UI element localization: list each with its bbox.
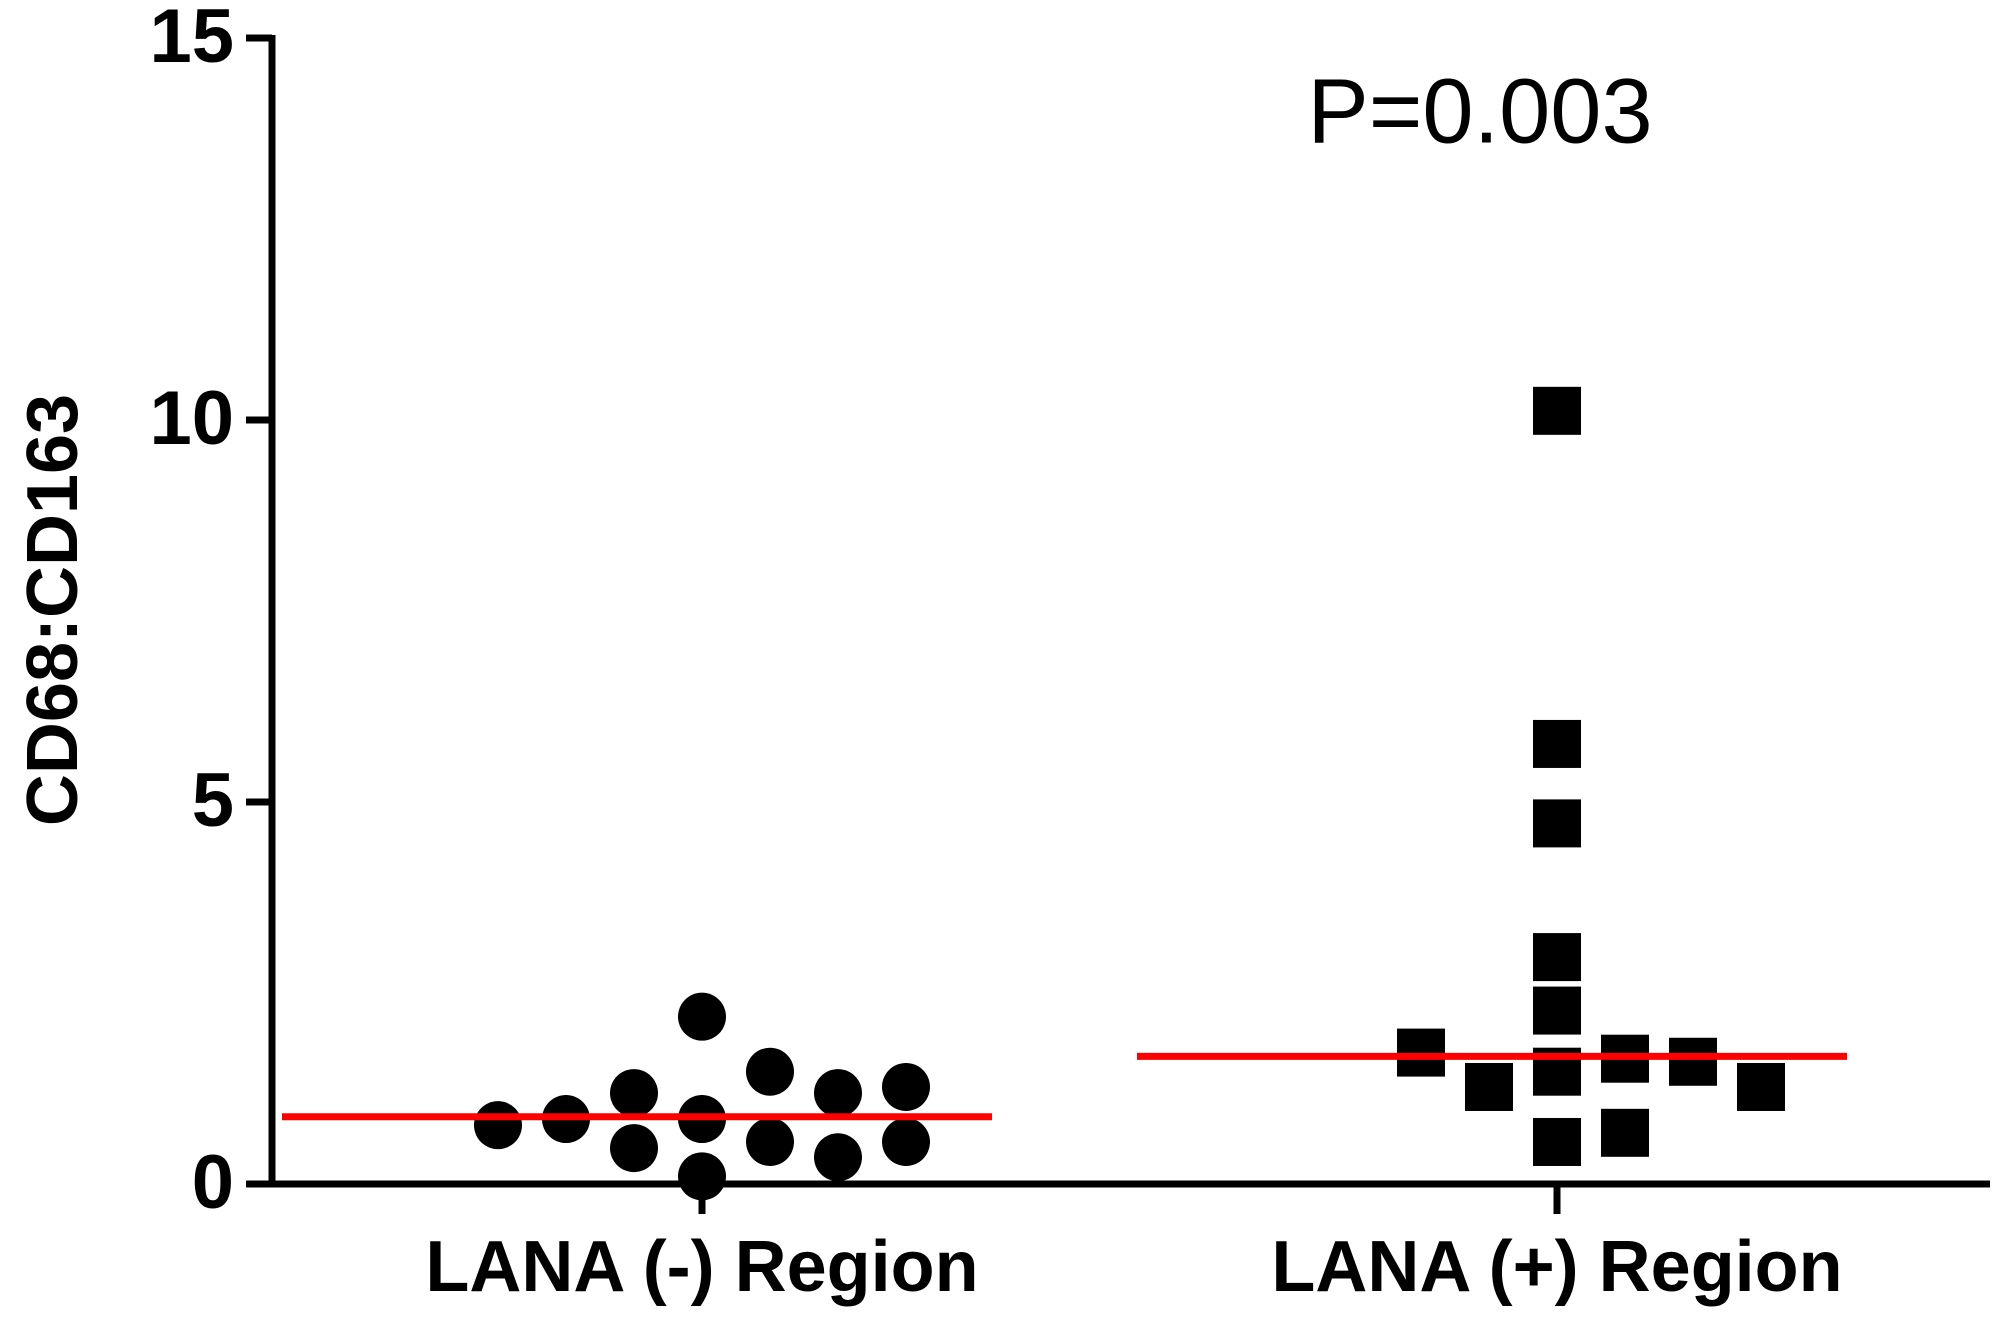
x-tick-label: LANA (+) Region [1271, 1227, 1842, 1307]
data-point [746, 1047, 794, 1096]
x-tick-label: LANA (-) Region [425, 1227, 978, 1307]
data-point [1533, 386, 1581, 435]
y-tick-label: 15 [149, 0, 234, 79]
data-point [814, 1069, 862, 1118]
data-point [678, 992, 726, 1041]
y-tick-label: 5 [192, 758, 234, 843]
data-point [1533, 986, 1581, 1035]
annotation: P=0.003 [1307, 60, 1652, 162]
data-point [610, 1069, 658, 1118]
data-point [1737, 1062, 1785, 1111]
data-point [678, 1152, 726, 1201]
y-tick-label: 0 [192, 1140, 234, 1225]
data-point [610, 1124, 658, 1173]
y-tick-label: 10 [149, 376, 234, 461]
data-point [1533, 799, 1581, 848]
data-point [1533, 1117, 1581, 1166]
data-point [814, 1133, 862, 1182]
data-point [1669, 1037, 1717, 1086]
data-point [1601, 1108, 1649, 1157]
data-point [746, 1117, 794, 1166]
data-point [882, 1117, 930, 1166]
data-point [1533, 719, 1581, 768]
data-point [474, 1101, 522, 1150]
data-point [1465, 1062, 1513, 1111]
data-point [1533, 933, 1581, 982]
y-axis-label: CD68:CD163 [13, 394, 93, 826]
data-point [1397, 1028, 1445, 1077]
data-point [882, 1062, 930, 1111]
